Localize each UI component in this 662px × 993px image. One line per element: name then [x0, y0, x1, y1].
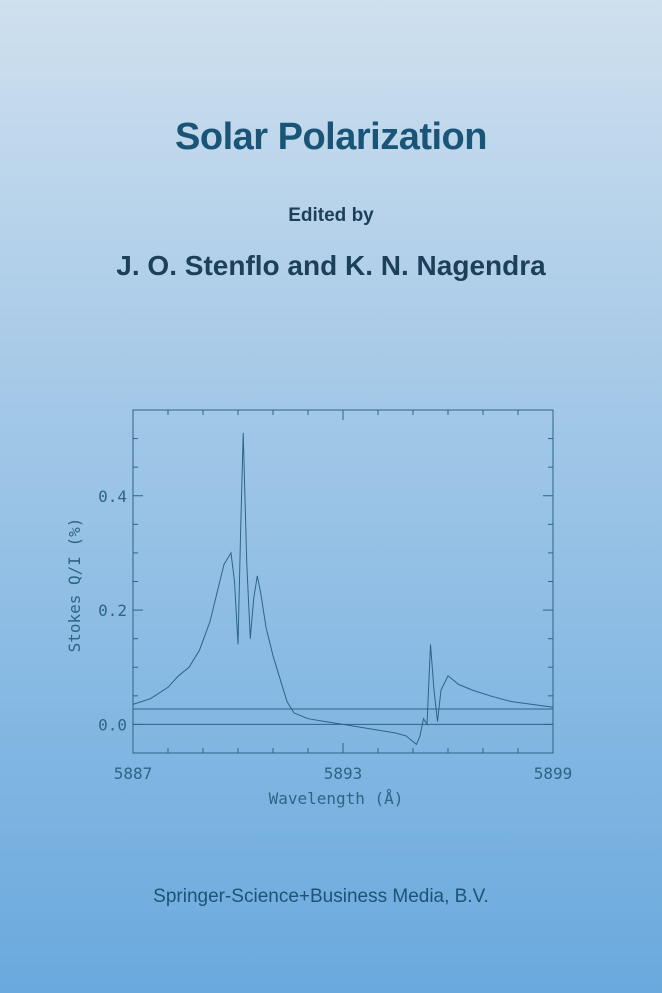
x-ticks: 5887 5893 5899	[114, 410, 573, 783]
plot-frame	[132, 409, 554, 754]
edited-by-label: Edited by	[288, 205, 374, 226]
y-axis-label: Stokes Q/I (%)	[65, 518, 84, 653]
x-axis-label: Wavelength (Å)	[269, 789, 404, 808]
y-ticks: 0.0 0.2 0.4	[98, 409, 553, 754]
stokes-series-line	[132, 432, 554, 746]
y-tick-label: 0.4	[98, 487, 127, 506]
y-tick-label: 0.0	[98, 715, 127, 734]
x-tick-label: 5893	[324, 764, 363, 783]
book-title: Solar Polarization	[175, 116, 487, 158]
y-tick-label: 0.2	[98, 601, 127, 620]
editors-names: J. O. Stenflo and K. N. Nagendra	[116, 250, 546, 281]
reference-lines	[133, 708, 553, 725]
x-tick-label: 5887	[114, 764, 153, 783]
x-tick-label: 5899	[534, 764, 573, 783]
publisher-name: Springer-Science+Business Media, B.V.	[153, 886, 489, 907]
